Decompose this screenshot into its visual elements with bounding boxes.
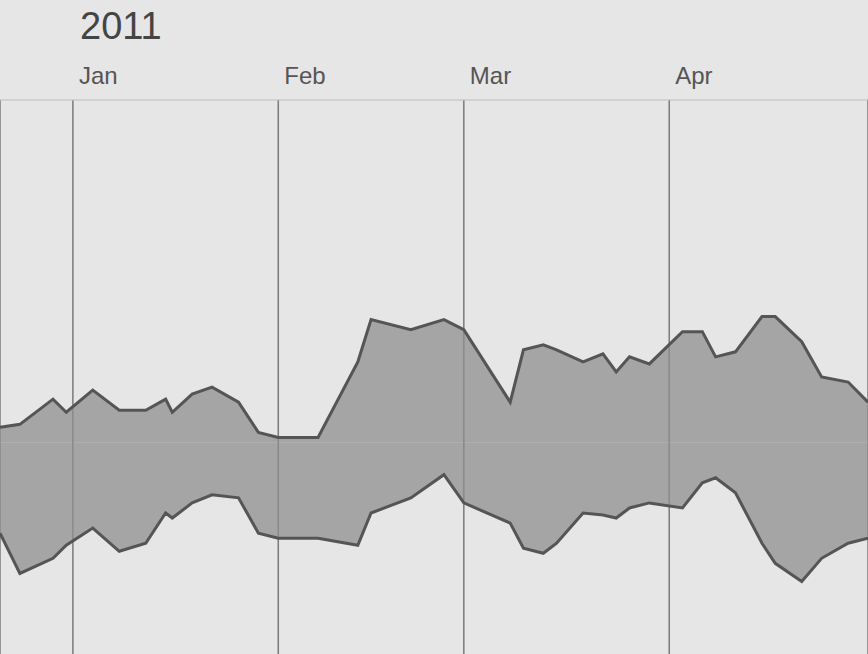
svg-text:Jan: Jan: [79, 62, 118, 89]
svg-text:Feb: Feb: [284, 62, 325, 89]
svg-text:Mar: Mar: [470, 62, 511, 89]
svg-text:Apr: Apr: [675, 62, 712, 89]
html-text:2011: 2011: [80, 5, 162, 47]
